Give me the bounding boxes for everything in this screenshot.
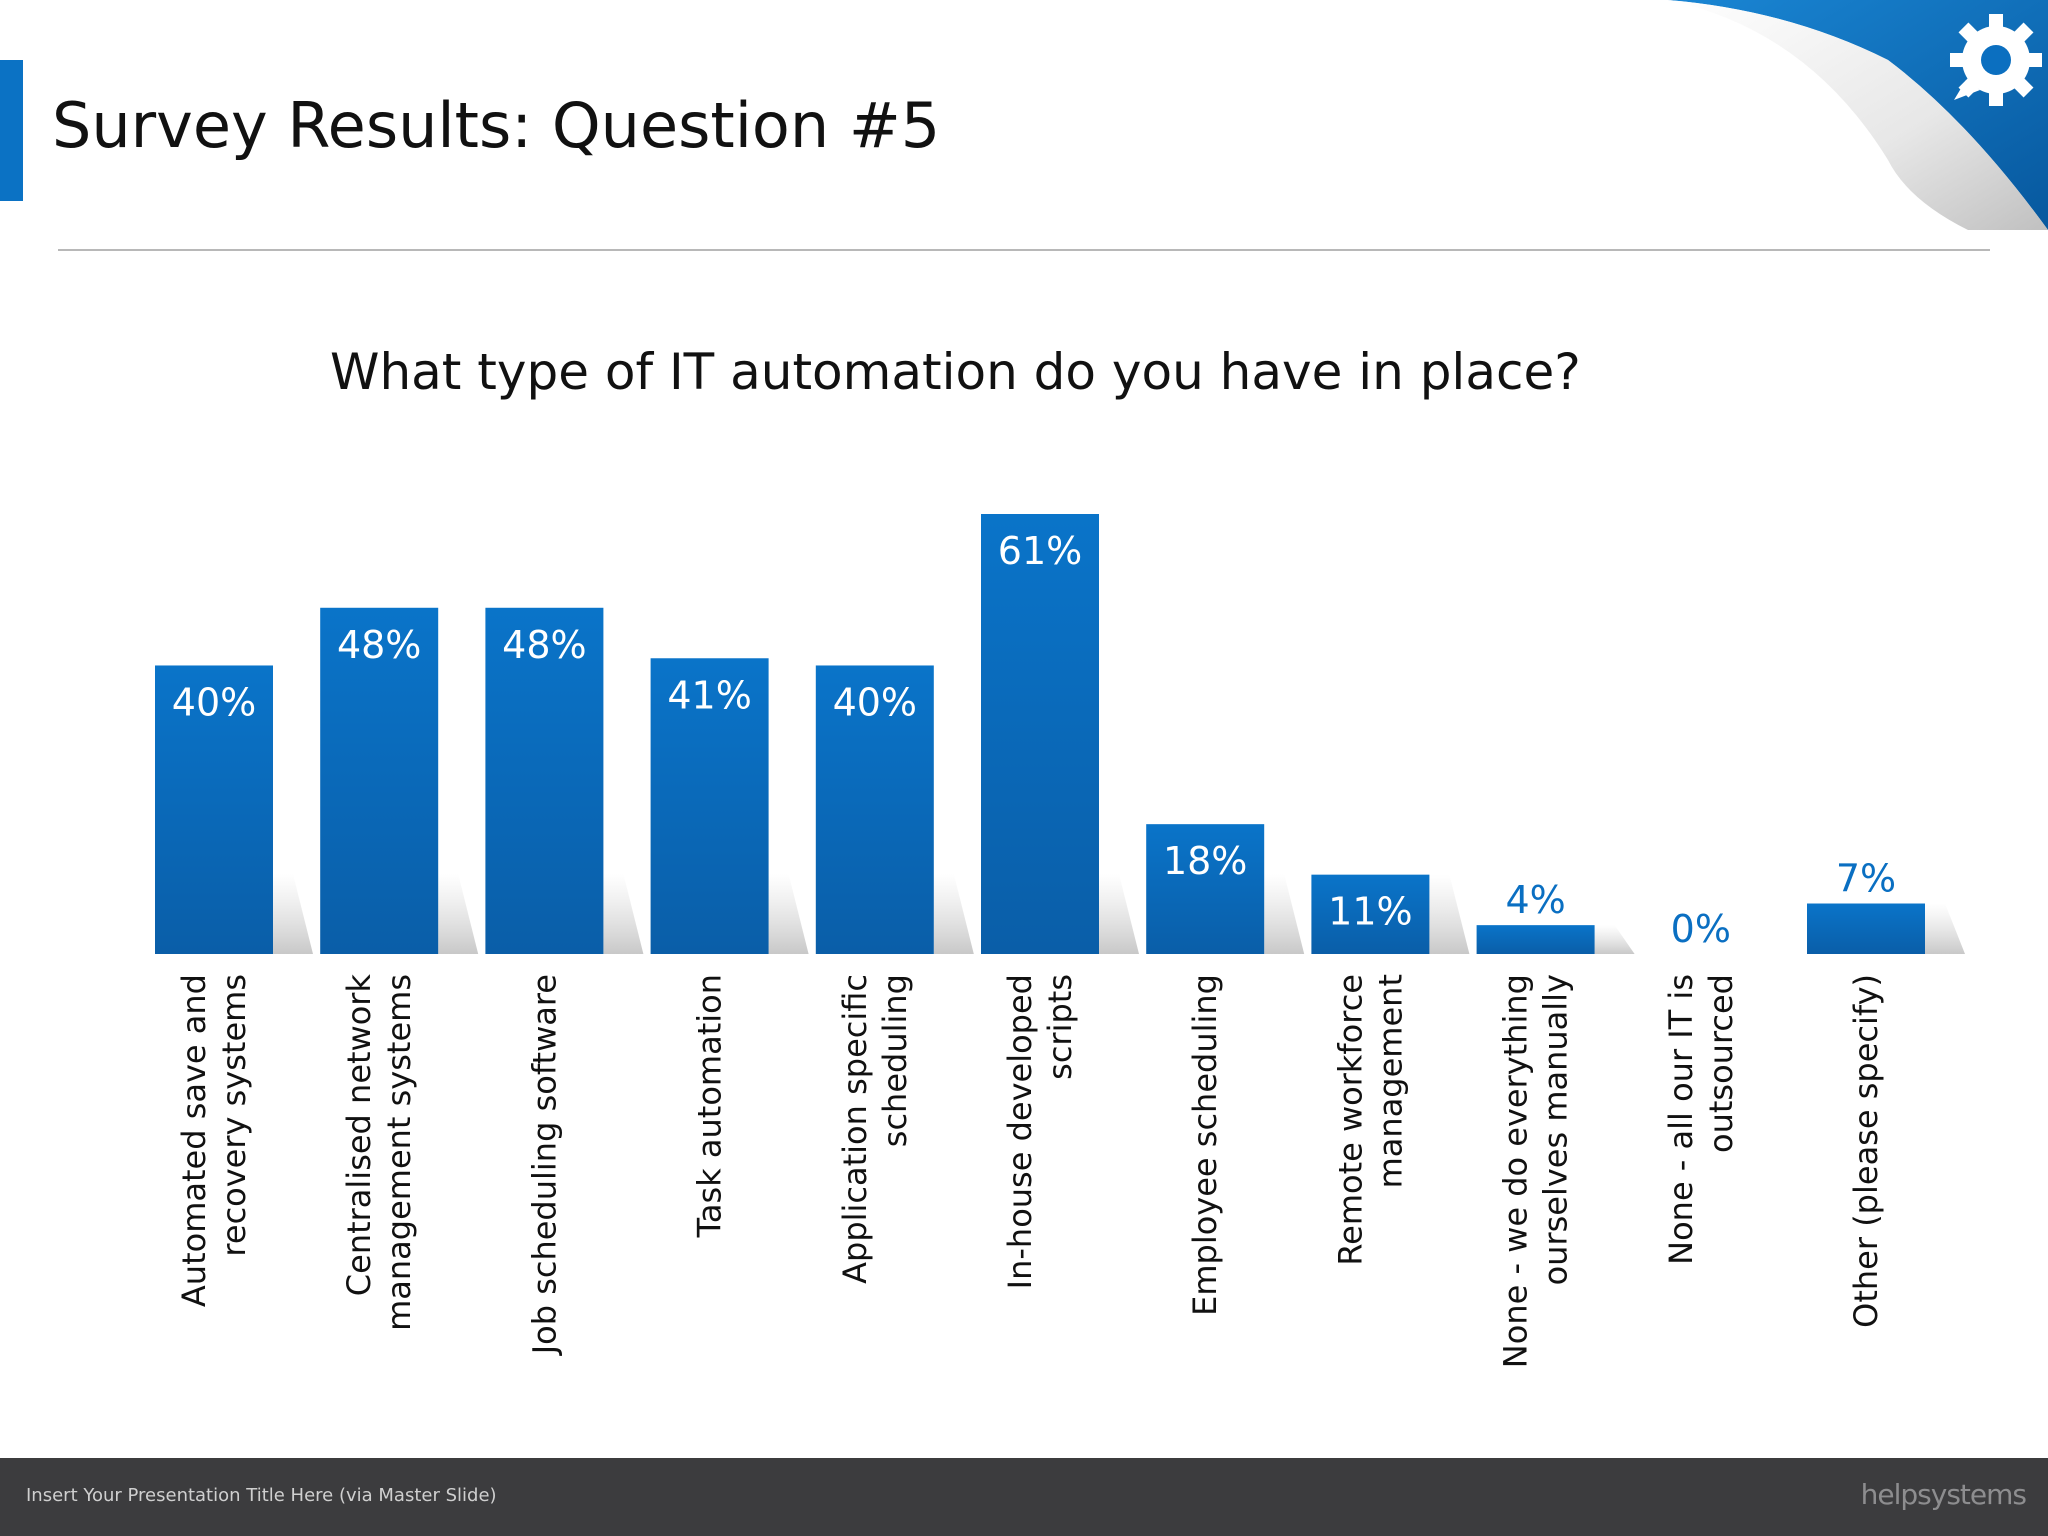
category-label: Application specificscheduling (836, 974, 914, 1284)
bar-shadow (1925, 903, 1965, 954)
bar (155, 665, 273, 954)
bar-shadow (1099, 874, 1139, 954)
bar (815, 665, 934, 954)
category-label: Job scheduling software (525, 974, 563, 1356)
slide-title: Survey Results: Question #5 (52, 89, 941, 162)
category-label: Task automation (691, 974, 729, 1238)
bar (1476, 925, 1595, 954)
bar-value-label: 0% (1671, 907, 1731, 951)
footer-presentation-title: Insert Your Presentation Title Here (via… (26, 1485, 497, 1506)
bar (1146, 824, 1265, 954)
bar (1311, 874, 1430, 954)
chart-title: What type of IT automation do you have i… (330, 343, 1581, 401)
title-divider (58, 249, 1990, 251)
bar-value-label: 11% (1328, 890, 1412, 934)
bar-value-label: 48% (502, 623, 586, 667)
bar-shadow (438, 874, 479, 954)
bar-shadow (933, 874, 974, 954)
bar-shadow (273, 874, 313, 954)
bar-chart: 40% Automated save andrecovery systems 48%… (155, 514, 1965, 1368)
bar-shadow (1429, 874, 1470, 954)
category-label: Other (please specify) (1847, 974, 1885, 1328)
bar (320, 607, 439, 954)
title-accent-bar (0, 60, 23, 201)
bar (1807, 903, 1925, 954)
bar-shadow (768, 874, 809, 954)
bar-value-label: 61% (998, 529, 1082, 573)
footer-bar: Insert Your Presentation Title Here (via… (0, 1458, 2048, 1536)
category-label: Automated save andrecovery systems (175, 974, 253, 1307)
bar-value-label: 40% (172, 680, 256, 724)
bar-shadow (1594, 925, 1635, 954)
bar-value-label: 41% (667, 673, 751, 717)
helpsystems-logo: helpsystems (1860, 1478, 2027, 1511)
bar (650, 658, 769, 954)
category-label: In-house developedscripts (1001, 974, 1079, 1289)
category-label: None - all our IT isoutsourced (1662, 974, 1740, 1265)
bar-shadow (1264, 874, 1305, 954)
bar-value-label: 48% (337, 623, 421, 667)
gear-chat-icon (1668, 0, 2048, 230)
category-label: Remote workforcemanagement (1331, 974, 1409, 1266)
category-label: Centralised networkmanagement systems (340, 974, 418, 1331)
bar-value-label: 4% (1505, 878, 1565, 922)
category-label: Employee scheduling (1186, 974, 1224, 1316)
bar-shadow (603, 874, 644, 954)
bar-value-label: 7% (1836, 857, 1896, 901)
category-label: None - we do everythingourselves manuall… (1497, 974, 1575, 1368)
bar-value-label: 18% (1163, 839, 1247, 883)
bar (981, 514, 1099, 954)
bar (485, 607, 604, 954)
bar-value-label: 40% (833, 680, 917, 724)
